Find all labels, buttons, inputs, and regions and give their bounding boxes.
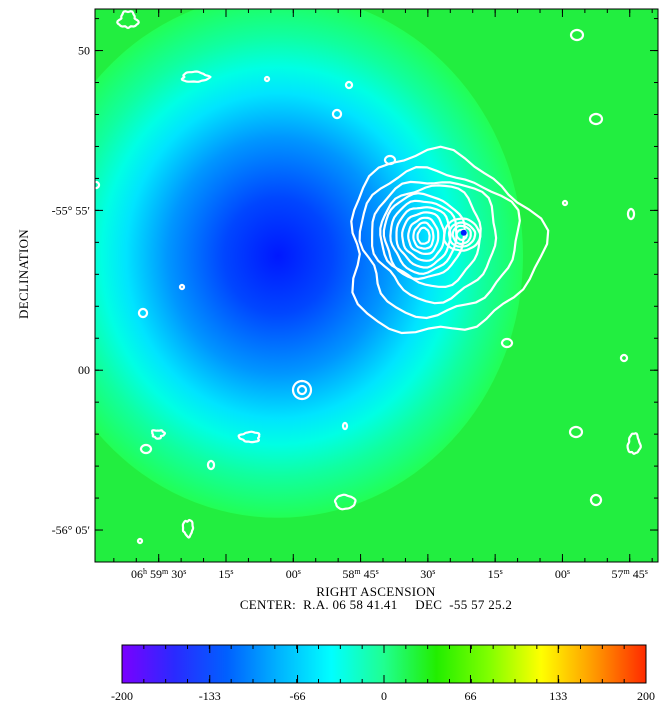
x-tick-label: 15s bbox=[488, 567, 503, 581]
plot-frame bbox=[94, 8, 659, 563]
contour-level bbox=[395, 206, 452, 269]
colorbar-tick-label: 200 bbox=[637, 689, 655, 703]
colorbar-tick-label: 133 bbox=[549, 689, 567, 703]
contour-level bbox=[412, 221, 435, 250]
noise-contour bbox=[589, 493, 603, 507]
noise-contour bbox=[139, 443, 153, 455]
noise-contour bbox=[331, 108, 343, 120]
y-axis-ticks: 50 -55° 55′ 00 -56° 05′ bbox=[52, 18, 658, 563]
noise-contour bbox=[568, 425, 584, 439]
x-axis-title: RIGHT ASCENSION bbox=[316, 584, 436, 599]
contour-level bbox=[451, 224, 472, 246]
noise-contour bbox=[561, 199, 569, 207]
contour-peak-marker bbox=[460, 229, 467, 236]
contour-level bbox=[382, 192, 466, 281]
x-axis-ticks: 06h 59m 30s 15s 00s 58m 45s 30s 15s 00s 57m 45s bbox=[113, 9, 653, 581]
noise-contour bbox=[181, 518, 195, 539]
y-tick-label: -56° 05′ bbox=[52, 523, 91, 537]
noise-contour bbox=[263, 75, 271, 83]
x-tick-label: 58m 45s bbox=[342, 567, 378, 581]
noise-contour bbox=[626, 432, 642, 455]
colorbar-ticks: -200 -133 -66 0 66 133 200 bbox=[111, 645, 655, 703]
noise-contour bbox=[341, 421, 349, 431]
noise-contour bbox=[116, 10, 140, 30]
x-tick-label: 57m 45s bbox=[612, 567, 648, 581]
noise-contour bbox=[619, 353, 629, 363]
center-coordinates: CENTER: R.A. 06 58 41.41 DEC -55 57 25.2 bbox=[240, 597, 512, 612]
noise-contour bbox=[333, 493, 357, 511]
contour-level bbox=[407, 216, 440, 256]
y-tick-label: -55° 55′ bbox=[52, 203, 91, 217]
noise-contour bbox=[500, 337, 514, 349]
x-tick-label: 15s bbox=[218, 567, 233, 581]
y-tick-label: 50 bbox=[78, 44, 90, 58]
contour-level bbox=[401, 211, 446, 262]
noise-contour bbox=[206, 459, 216, 471]
noise-contour bbox=[383, 154, 397, 166]
contour-level bbox=[447, 221, 477, 248]
colorbar: -200 -133 -66 0 66 133 200 bbox=[111, 644, 655, 703]
colorbar-tick-label: -200 bbox=[111, 689, 133, 703]
noise-contour bbox=[237, 430, 261, 444]
sz-decrement bbox=[95, 9, 523, 518]
noise-contour bbox=[180, 70, 212, 83]
xray-contours bbox=[95, 10, 642, 545]
y-axis-title: DECLINATION bbox=[16, 229, 31, 319]
colorbar-tick-label: 66 bbox=[464, 689, 476, 703]
noise-contour bbox=[136, 537, 144, 545]
noise-contour bbox=[344, 80, 354, 90]
colorbar-tick-label: -66 bbox=[290, 689, 306, 703]
x-tick-label: 30s bbox=[420, 567, 435, 581]
plot-area bbox=[94, 8, 659, 563]
noise-contour bbox=[137, 307, 149, 319]
x-tick-label: 00s bbox=[555, 567, 570, 581]
x-tick-label: 00s bbox=[286, 567, 301, 581]
contour-level bbox=[371, 180, 498, 305]
contour-level bbox=[389, 199, 458, 275]
contour-level bbox=[379, 184, 482, 289]
noise-contour bbox=[150, 429, 167, 440]
noise-contour bbox=[626, 207, 636, 221]
noise-contour bbox=[178, 283, 186, 291]
colorbar-tick-label: 0 bbox=[381, 689, 387, 703]
noise-contour bbox=[291, 379, 313, 401]
noise-contour bbox=[588, 112, 604, 126]
colorbar-tick-label: -133 bbox=[199, 689, 221, 703]
x-tick-label: 06h 59m 30s bbox=[131, 567, 186, 581]
contour-level bbox=[350, 145, 550, 335]
contour-level bbox=[442, 217, 482, 252]
contour-level bbox=[416, 226, 431, 245]
contour-level bbox=[358, 165, 521, 320]
noise-contour bbox=[296, 384, 308, 396]
y-tick-label: 00 bbox=[78, 363, 90, 377]
noise-contour bbox=[95, 180, 101, 190]
noise-contour bbox=[569, 28, 585, 42]
